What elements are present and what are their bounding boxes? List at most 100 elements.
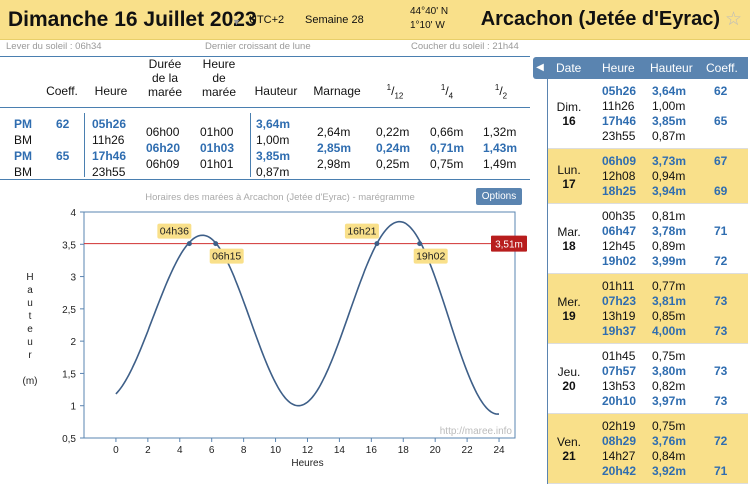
latitude: 44°40' N [410, 6, 449, 17]
side-day[interactable]: Jeu. 20 01h45 0,75m 07h57 3,80m 73 13h53 0,82m 20… [548, 344, 748, 414]
week-number: Semaine 28 [305, 14, 364, 26]
table-row: PM 65 17h46 06h20 01h03 3,85m 2,85m 0,24m 0,71m 1… [0, 141, 530, 165]
table-row: BM 23h55 06h09 01h01 0,87m 2,98m 0,25m 0,75m 1,4… [0, 157, 530, 181]
x-tick-label: 18 [398, 445, 410, 456]
col-duree-l3: marée [147, 85, 182, 99]
row-hauteur: 3,85m [256, 149, 291, 163]
column-divider [250, 113, 251, 177]
row-heure-maree: 01h01 [200, 157, 234, 171]
side-tide-row: 07h23 3,81m 73 [548, 294, 748, 308]
side-day[interactable]: Mer. 19 01h11 0,77m 07h23 3,81m 73 13h19 0,85m 19… [548, 274, 748, 344]
watermark: http://maree.info [440, 426, 513, 437]
side-tide-coeff: 73 [714, 394, 728, 408]
table-row: BM 11h26 06h00 01h00 1,00m 2,64m 0,22m 0,66m 1,3… [0, 125, 530, 149]
marker-point [213, 241, 219, 247]
side-tide-height: 3,81m [652, 294, 687, 308]
sun-moon-info: Lever du soleil : 06h34 Dernier croissan… [0, 40, 530, 54]
marker-label: 04h36 [160, 226, 189, 238]
side-header: Date Heure Hauteur Coeff. [548, 57, 748, 79]
star-icon[interactable]: ☆ [724, 9, 742, 30]
row-quarter: 0,71m [430, 141, 465, 155]
marker-point [186, 241, 192, 247]
col-hmaree-l1: Heure [202, 57, 236, 71]
side-tide-time: 23h55 [602, 129, 636, 143]
side-tide-time: 13h53 [602, 379, 636, 393]
side-day[interactable]: Dim. 16 05h26 3,64m 62 11h26 1,00m 17h46 3,85m 65… [548, 79, 748, 149]
side-tide-row: 01h45 0,75m [548, 349, 748, 363]
side-tide-row: 01h11 0,77m [548, 279, 748, 293]
side-tide-time: 18h25 [602, 184, 637, 198]
side-tide-time: 20h42 [602, 464, 637, 478]
day-label: Dim. 16 [548, 100, 590, 128]
side-tide-height: 0,82m [652, 379, 686, 393]
x-tick-label: 8 [241, 445, 247, 456]
side-tide-coeff: 73 [714, 364, 728, 378]
side-tide-time: 19h02 [602, 254, 637, 268]
col-twelfth: 1/12 [386, 83, 404, 101]
day-number: 18 [562, 239, 576, 253]
side-tide-row: 06h47 3,78m 71 [548, 224, 748, 238]
side-col-heure: Heure [602, 61, 635, 75]
side-day[interactable]: Mar. 18 00h35 0,81m 06h47 3,78m 71 12h45 0,89m 19… [548, 204, 748, 274]
side-tide-row: 19h02 3,99m 72 [548, 254, 748, 268]
side-tide-coeff: 73 [714, 294, 728, 308]
x-tick-label: 2 [145, 445, 151, 456]
col-quarter: 1/4 [440, 83, 454, 101]
chevron-down-icon[interactable]: ▼ [232, 17, 241, 27]
week-tide-panel: Date Heure Hauteur Coeff. Dim. 16 05h26 3,6… [547, 57, 748, 484]
side-tide-height: 3,76m [652, 434, 687, 448]
marker-badge [157, 223, 192, 239]
marker-label: 06h15 [212, 251, 241, 263]
day-name: Jeu. [557, 365, 581, 379]
side-tide-height: 0,94m [652, 169, 686, 183]
col-hmaree-l2: de [212, 71, 226, 85]
row-marnage: 2,98m [317, 157, 351, 171]
side-tide-time: 08h29 [602, 434, 637, 448]
side-tide-height: 1,00m [652, 99, 686, 113]
side-tide-time: 01h45 [602, 349, 636, 363]
row-twelfth: 0,22m [376, 125, 410, 139]
side-tide-row: 13h19 0,85m [548, 309, 748, 323]
side-tide-height: 3,78m [652, 224, 687, 238]
x-tick-label: 10 [270, 445, 282, 456]
side-day[interactable]: Lun. 17 06h09 3,73m 67 12h08 0,94m 18h25 3,94m 69 [548, 149, 748, 204]
day-label: Mer. 19 [548, 295, 590, 323]
side-tide-height: 0,85m [652, 309, 686, 323]
side-tide-time: 20h10 [602, 394, 637, 408]
col-hauteur: Hauteur [254, 84, 298, 98]
y-tick-label: 4 [70, 208, 76, 219]
marker-point [417, 241, 423, 247]
frac-num: 1 [440, 83, 446, 92]
side-day[interactable]: Ven. 21 02h19 0,75m 08h29 3,76m 72 14h27 0,84m 20… [548, 414, 748, 484]
side-tide-row: 20h42 3,92m 71 [548, 464, 748, 478]
row-coeff: 62 [56, 117, 70, 131]
side-tide-height: 0,81m [652, 209, 686, 223]
row-hauteur: 3,64m [256, 117, 291, 131]
y-tick-label: 1 [70, 402, 76, 413]
table-row: PM 62 05h26 3,64m [0, 117, 530, 133]
y-tick-label: 3,5 [62, 240, 76, 251]
side-tide-height: 3,64m [652, 84, 687, 98]
options-button[interactable]: Options [476, 188, 522, 205]
side-tide-row: 19h37 4,00m 73 [548, 324, 748, 338]
date-title[interactable]: Dimanche 16 Juillet 2023 [8, 8, 257, 31]
plot-frame [83, 211, 516, 439]
row-quarter: 0,66m [430, 125, 464, 139]
day-number: 16 [562, 114, 576, 128]
col-duree-l2: de la [151, 71, 179, 85]
side-tide-row: 02h19 0,75m [548, 419, 748, 433]
day-name: Mar. [557, 225, 581, 239]
side-tide-time: 06h09 [602, 154, 637, 168]
y-tick-label: 1,5 [62, 369, 76, 380]
marker-badge [344, 223, 379, 239]
y-tick-label: 2,5 [62, 305, 76, 316]
col-duree: Durée de la marée [140, 57, 190, 99]
chevron-left-icon[interactable]: ◀ [533, 57, 547, 79]
day-label: Lun. 17 [548, 163, 590, 191]
marker-label: 16h21 [347, 226, 376, 238]
side-tide-time: 12h08 [602, 169, 636, 183]
side-tide-time: 17h46 [602, 114, 637, 128]
side-tide-time: 13h19 [602, 309, 636, 323]
col-hmaree-l3: marée [201, 85, 236, 99]
x-tick-label: 6 [209, 445, 215, 456]
